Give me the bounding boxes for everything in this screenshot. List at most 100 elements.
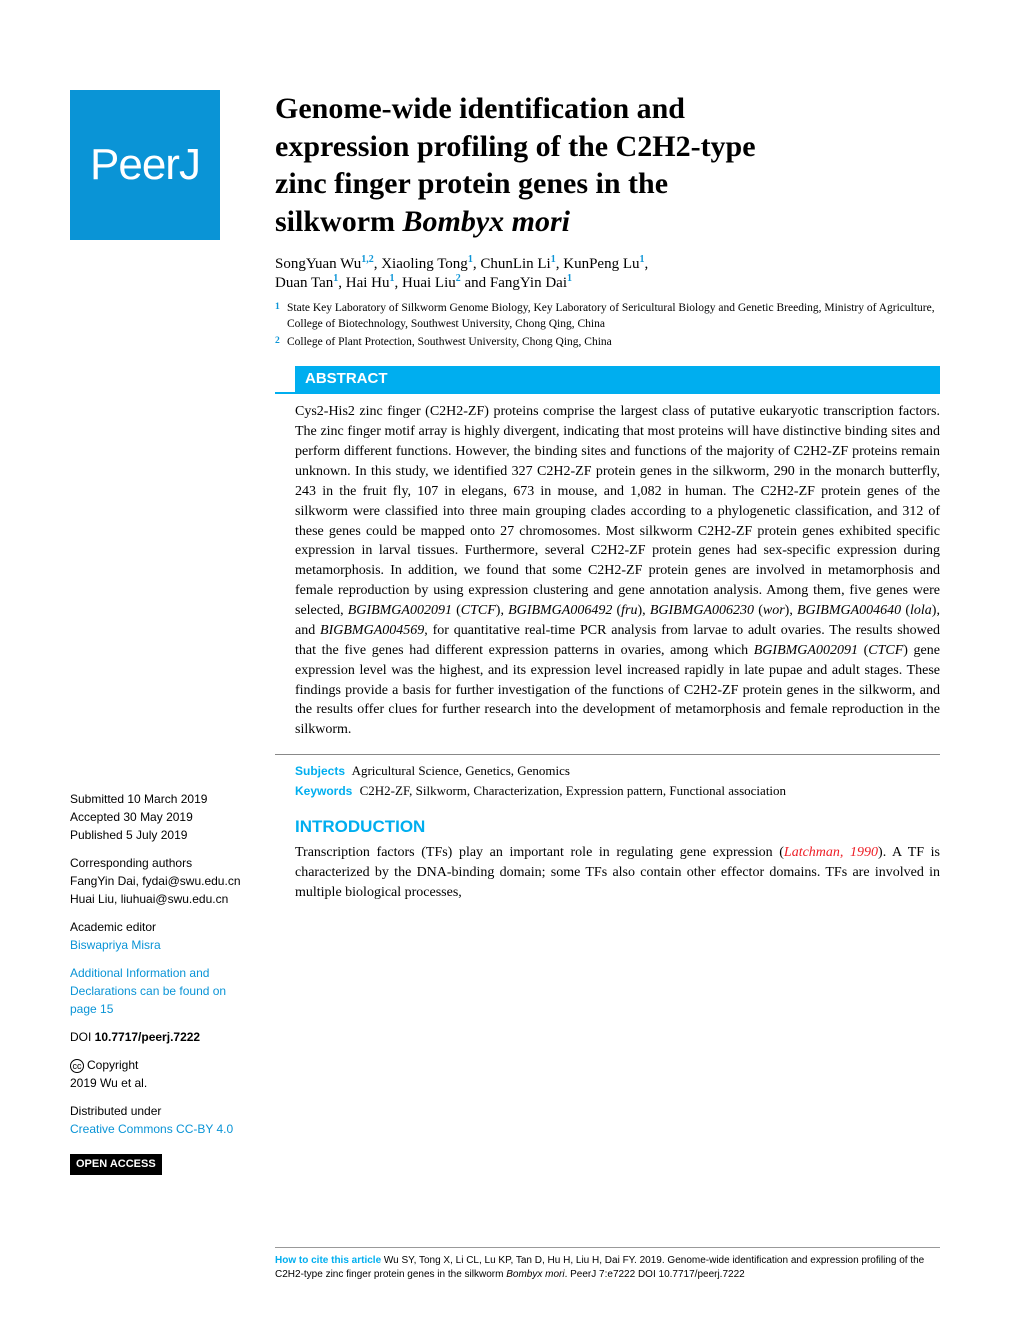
editor-block: Academic editor Biswapriya Misra: [70, 918, 255, 954]
peerj-logo: PeerJ: [70, 90, 220, 240]
gene-2-close: ),: [638, 603, 650, 618]
sidebar: PeerJ Submitted 10 March 2019 Accepted 3…: [70, 90, 255, 1175]
license-block: Distributed under Creative Commons CC-BY…: [70, 1102, 255, 1138]
article-metadata: Submitted 10 March 2019 Accepted 30 May …: [70, 790, 255, 1175]
citation-latchman[interactable]: Latchman, 1990: [784, 845, 878, 860]
abstract-text-1: Cys2-His2 zinc finger (C2H2-ZF) proteins…: [295, 404, 940, 618]
published-line: Published 5 July 2019: [70, 826, 255, 844]
subjects-row: Subjects Agricultural Science, Genetics,…: [295, 763, 940, 779]
intro-text-1: Transcription factors (TFs) play an impo…: [295, 845, 784, 860]
open-access-badge: OPEN ACCESS: [70, 1154, 162, 1175]
gene-6: BGIBMGA002091: [754, 643, 858, 658]
editor-name-link[interactable]: Biswapriya Misra: [70, 938, 161, 952]
title-line-4: silkworm: [275, 205, 403, 238]
title-line-1: Genome-wide identification and: [275, 92, 685, 125]
corresponding-author-2: Huai Liu, liuhuai@swu.edu.cn: [70, 890, 255, 908]
affiliation-2: 2College of Plant Protection, Southwest …: [275, 334, 940, 350]
footer-journal: . PeerJ 7:e7222 DOI 10.7717/peerj.7222: [565, 1269, 745, 1280]
gene-3-paren: (: [754, 603, 763, 618]
footer-species: Bombyx mori: [506, 1269, 564, 1280]
copyright-block: ccCopyright 2019 Wu et al.: [70, 1056, 255, 1092]
article-title: Genome-wide identification and expressio…: [275, 90, 940, 240]
corresponding-block: Corresponding authors FangYin Dai, fydai…: [70, 854, 255, 908]
author-sep: ,: [644, 256, 648, 272]
citation-text: Latchman, 1990: [784, 845, 878, 860]
abstract-header-wrap: ABSTRACT: [275, 366, 940, 394]
author-1-sup: 1,2: [361, 254, 374, 265]
distributed-label: Distributed under: [70, 1102, 255, 1120]
gene-6-name: CTCF: [868, 643, 903, 658]
affiliation-1: 1State Key Laboratory of Silkworm Genome…: [275, 300, 940, 332]
gene-3-name: wor: [763, 603, 785, 618]
cc-icon: cc: [70, 1059, 84, 1073]
abstract-body: Cys2-His2 zinc finger (C2H2-ZF) proteins…: [275, 402, 940, 740]
gene-1-name: CTCF: [461, 603, 496, 618]
gene-2: BGIBMGA006492: [508, 603, 612, 618]
citation-footer: How to cite this article Wu SY, Tong X, …: [275, 1247, 940, 1282]
author-8-sup: 1: [567, 273, 572, 284]
submitted-label: Submitted: [70, 792, 124, 806]
doi-block: DOI 10.7717/peerj.7222: [70, 1028, 255, 1046]
affiliation-2-sup: 2: [275, 334, 283, 350]
title-species: Bombyx mori: [403, 205, 571, 238]
author-7: , Huai Liu: [395, 275, 456, 291]
subjects-label: Subjects: [295, 764, 345, 778]
accepted-line: Accepted 30 May 2019: [70, 808, 255, 826]
page-container: PeerJ Submitted 10 March 2019 Accepted 3…: [0, 0, 1020, 1205]
subjects-keywords-block: Subjects Agricultural Science, Genetics,…: [275, 754, 940, 799]
author-6: , Hai Hu: [338, 275, 389, 291]
editor-label: Academic editor: [70, 918, 255, 936]
author-2: , Xiaoling Tong: [374, 256, 468, 272]
keywords-label: Keywords: [295, 784, 352, 798]
doi-link[interactable]: 10.7717/peerj.7222: [95, 1030, 200, 1044]
additional-info-link[interactable]: Additional Information and Declarations …: [70, 966, 226, 1016]
gene-1-paren: (: [452, 603, 461, 618]
introduction-body: Transcription factors (TFs) play an impo…: [275, 843, 940, 903]
title-line-3: zinc finger protein genes in the: [275, 167, 668, 200]
keywords-row: Keywords C2H2-ZF, Silkworm, Characteriza…: [295, 783, 940, 799]
gene-4-name: lola: [910, 603, 932, 618]
introduction-header: INTRODUCTION: [275, 817, 940, 837]
corresponding-label: Corresponding authors: [70, 854, 255, 872]
additional-info-block: Additional Information and Declarations …: [70, 964, 255, 1018]
author-8: and FangYin Dai: [461, 275, 567, 291]
author-list: SongYuan Wu1,2, Xiaoling Tong 1 , ChunLin …: [275, 254, 940, 292]
abstract-header: ABSTRACT: [295, 366, 940, 392]
affiliations: 1State Key Laboratory of Silkworm Genome…: [275, 300, 940, 350]
gene-4: BGIBMGA004640: [797, 603, 901, 618]
author-4: , KunPeng Lu: [556, 256, 640, 272]
author-5: Duan Tan: [275, 275, 333, 291]
open-access-badge-wrap: OPEN ACCESS: [70, 1148, 255, 1175]
author-1: SongYuan Wu: [275, 256, 361, 272]
published-label: Published: [70, 828, 123, 842]
license-link[interactable]: Creative Commons CC-BY 4.0: [70, 1122, 233, 1136]
footer-cite-label: How to cite this article: [275, 1255, 381, 1266]
main-column: Genome-wide identification and expressio…: [275, 90, 940, 1175]
copyright-value: 2019 Wu et al.: [70, 1076, 147, 1090]
submitted-line: Submitted 10 March 2019: [70, 790, 255, 808]
gene-5: BIGBMGA004569: [320, 623, 424, 638]
published-value: 5 July 2019: [123, 828, 188, 842]
gene-3-close: ),: [785, 603, 797, 618]
corresponding-author-1: FangYin Dai, fydai@swu.edu.cn: [70, 872, 255, 890]
affiliation-1-text: State Key Laboratory of Silkworm Genome …: [287, 300, 940, 332]
subjects-value: Agricultural Science, Genetics, Genomics: [352, 763, 570, 778]
submitted-value: 10 March 2019: [124, 792, 207, 806]
gene-6-paren: (: [858, 643, 868, 658]
accepted-label: Accepted: [70, 810, 120, 824]
gene-1-close: ),: [496, 603, 508, 618]
keywords-value: C2H2-ZF, Silkworm, Characterization, Exp…: [360, 783, 786, 798]
affiliation-1-sup: 1: [275, 300, 283, 332]
copyright-label: Copyright: [87, 1058, 138, 1072]
gene-4-paren: (: [901, 603, 910, 618]
accepted-value: 30 May 2019: [120, 810, 193, 824]
affiliation-2-text: College of Plant Protection, Southwest U…: [287, 334, 612, 350]
gene-2-paren: (: [612, 603, 621, 618]
doi-label: DOI: [70, 1030, 95, 1044]
gene-3: BGIBMGA006230: [650, 603, 754, 618]
dates-block: Submitted 10 March 2019 Accepted 30 May …: [70, 790, 255, 844]
title-line-2: expression profiling of the C2H2-type: [275, 130, 756, 163]
author-3: , ChunLin Li: [473, 256, 551, 272]
gene-1: BGIBMGA002091: [348, 603, 452, 618]
gene-2-name: fru: [621, 603, 637, 618]
